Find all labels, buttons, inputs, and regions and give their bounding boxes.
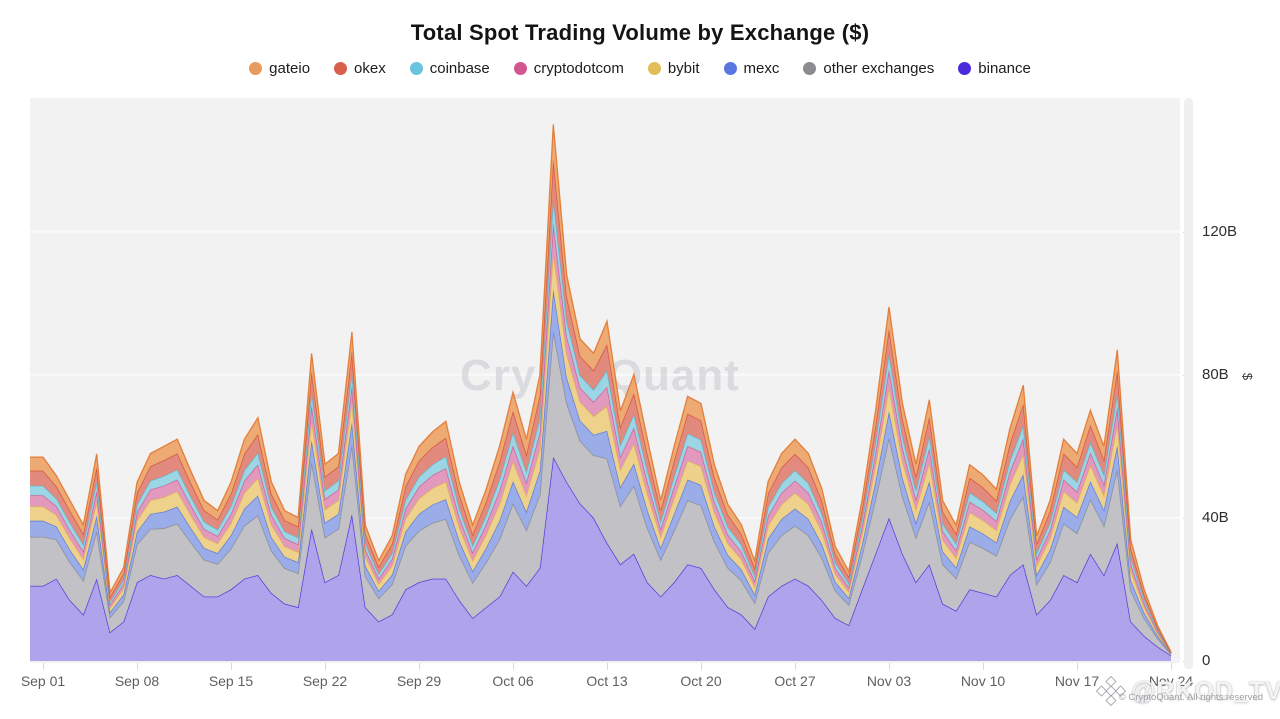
rkod-watermark: @RKOD_TV — [1094, 674, 1280, 708]
legend-item-mexc[interactable]: mexc — [723, 60, 780, 77]
stacked-area-chart: CryptoQuant — [30, 124, 1180, 661]
edge-binance — [30, 454, 1172, 657]
x-tick-label-Sep-01: Sep 01 — [20, 673, 66, 689]
x-tick-mark — [607, 663, 608, 670]
legend-swatch-icon — [958, 62, 972, 75]
x-tick-mark — [1077, 663, 1078, 670]
y-tick-label-0: 0 — [1202, 652, 1211, 669]
legend-label: gateio — [269, 60, 311, 77]
x-tick-mark — [983, 663, 984, 670]
legend-label: other exchanges — [823, 60, 935, 77]
x-tick-label-Oct-13: Oct 13 — [586, 673, 628, 689]
legend-label: cryptodotcom — [533, 60, 624, 77]
legend-swatch-icon — [334, 62, 348, 75]
legend-item-gateio[interactable]: gateio — [249, 60, 310, 77]
copyright-note: © CryptoQuant. All rights reserved — [1118, 692, 1263, 703]
x-tick-label-Nov-03: Nov 03 — [866, 673, 912, 689]
x-tick-label-Sep-08: Sep 08 — [114, 673, 160, 689]
legend-swatch-icon — [647, 62, 661, 75]
legend-label: binance — [978, 60, 1031, 77]
legend: gateio okex coinbase cryptodotcom bybit mexc o… — [0, 60, 1280, 77]
legend-item-binance[interactable]: binance — [958, 60, 1031, 77]
x-tick-label-Oct-27: Oct 27 — [774, 673, 816, 689]
x-tick-mark — [231, 663, 232, 670]
legend-swatch-icon — [249, 62, 263, 75]
rkod-handle: @RKOD_TV — [1131, 676, 1280, 705]
legend-label: coinbase — [429, 60, 490, 77]
legend-item-okex[interactable]: okex — [334, 60, 386, 77]
x-tick-mark — [513, 663, 514, 670]
legend-item-cryptodotcom[interactable]: cryptodotcom — [513, 60, 624, 77]
x-tick-mark — [419, 663, 420, 670]
legend-item-bybit[interactable]: bybit — [647, 60, 700, 77]
y-tick-label-120B: 120B — [1202, 222, 1238, 240]
legend-label: okex — [354, 60, 386, 77]
legend-item-other-exchanges[interactable]: other exchanges — [803, 60, 934, 77]
plot-area[interactable]: CryptoQuant — [30, 98, 1180, 663]
right-scrollbar[interactable] — [1184, 98, 1193, 669]
x-tick-mark — [43, 663, 44, 670]
edge-mexc — [30, 289, 1172, 655]
x-tick-mark — [889, 663, 890, 670]
y-tick-label-80B: 80B — [1202, 365, 1229, 383]
x-tick-label-Sep-29: Sep 29 — [396, 673, 442, 689]
x-tick-label-Sep-22: Sep 22 — [302, 673, 348, 689]
legend-swatch-icon — [409, 62, 423, 75]
rkod-diamond-logo-icon — [1095, 675, 1127, 707]
x-tick-label-Nov-17: Nov 17 — [1054, 673, 1100, 689]
x-tick-label-Sep-15: Sep 15 — [208, 673, 254, 689]
legend-swatch-icon — [513, 62, 527, 75]
x-tick-label-Nov-24: Nov 24 — [1148, 673, 1194, 689]
area-binance — [30, 457, 1171, 661]
x-tick-label-Oct-06: Oct 06 — [492, 673, 534, 689]
page-title: Total Spot Trading Volume by Exchange ($… — [410, 20, 870, 45]
x-tick-mark — [795, 663, 796, 670]
x-tick-mark — [701, 663, 702, 670]
legend-item-coinbase[interactable]: coinbase — [409, 60, 490, 77]
legend-label: bybit — [667, 60, 700, 77]
x-tick-mark — [137, 663, 138, 670]
x-tick-label-Nov-10: Nov 10 — [960, 673, 1006, 689]
x-tick-mark — [1171, 663, 1172, 670]
legend-swatch-icon — [803, 62, 817, 75]
area-other-exchanges — [30, 330, 1171, 656]
legend-swatch-icon — [723, 62, 737, 75]
currency-axis-toggle-icon[interactable]: $ — [1240, 372, 1256, 381]
y-tick-label-40B: 40B — [1202, 508, 1229, 526]
legend-label: mexc — [743, 60, 780, 77]
x-tick-label-Oct-20: Oct 20 — [680, 673, 722, 689]
edge-gateio — [30, 124, 1172, 653]
x-tick-mark — [325, 663, 326, 670]
